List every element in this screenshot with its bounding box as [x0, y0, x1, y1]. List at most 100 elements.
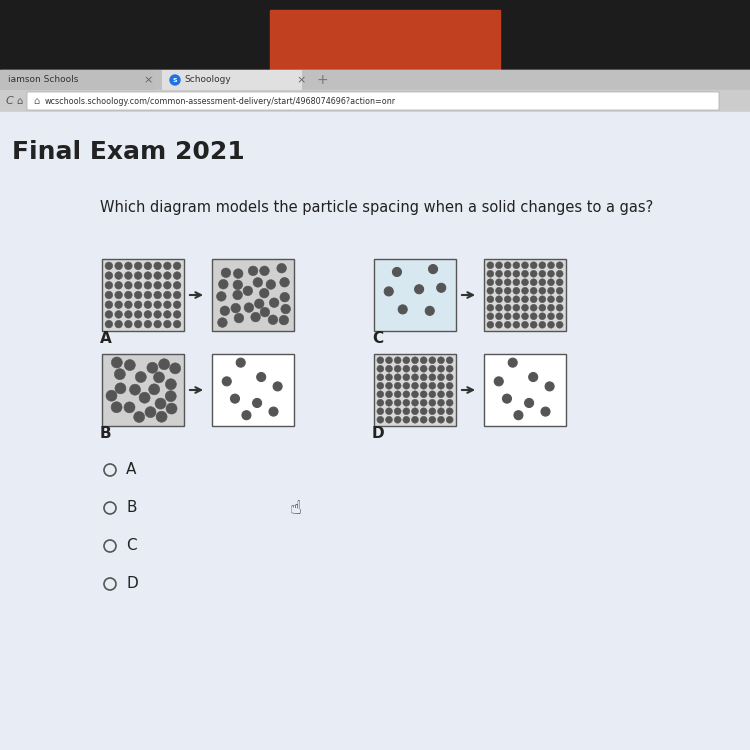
Circle shape	[115, 291, 122, 298]
Circle shape	[539, 262, 546, 268]
Circle shape	[144, 320, 152, 328]
Circle shape	[394, 391, 401, 398]
Circle shape	[105, 301, 112, 308]
Bar	[270, 10, 500, 70]
Circle shape	[429, 357, 436, 364]
Circle shape	[236, 358, 245, 368]
Circle shape	[403, 374, 410, 381]
Text: C: C	[372, 331, 383, 346]
Text: wcschools.schoology.com/common-assessment-delivery/start/4968074696?action=onr: wcschools.schoology.com/common-assessmen…	[45, 97, 396, 106]
Circle shape	[230, 394, 239, 404]
Circle shape	[105, 272, 112, 279]
Circle shape	[403, 365, 410, 372]
Circle shape	[415, 285, 424, 294]
Text: D: D	[126, 577, 138, 592]
Circle shape	[164, 291, 171, 298]
Circle shape	[164, 281, 171, 289]
Circle shape	[115, 320, 122, 328]
Circle shape	[530, 270, 537, 278]
Circle shape	[548, 270, 554, 278]
Circle shape	[144, 310, 152, 318]
Circle shape	[412, 391, 419, 398]
Circle shape	[496, 262, 502, 268]
Circle shape	[377, 365, 384, 372]
Circle shape	[115, 310, 122, 318]
Circle shape	[377, 399, 384, 406]
Circle shape	[233, 268, 243, 278]
Text: ×: ×	[296, 75, 305, 85]
Circle shape	[556, 321, 563, 328]
Circle shape	[539, 321, 546, 328]
Circle shape	[504, 270, 511, 278]
Circle shape	[496, 321, 502, 328]
Circle shape	[134, 310, 142, 318]
Circle shape	[394, 382, 401, 389]
Circle shape	[446, 408, 453, 415]
Bar	[0, 90, 750, 112]
Circle shape	[269, 407, 278, 416]
Text: B: B	[100, 426, 112, 441]
Circle shape	[144, 301, 152, 308]
Circle shape	[412, 382, 419, 389]
Circle shape	[386, 365, 392, 372]
Circle shape	[521, 296, 529, 303]
Circle shape	[115, 262, 122, 270]
Circle shape	[429, 391, 436, 398]
Circle shape	[529, 373, 538, 382]
Text: C: C	[6, 96, 14, 106]
Circle shape	[173, 272, 181, 279]
Circle shape	[248, 266, 258, 276]
Circle shape	[398, 305, 407, 314]
Circle shape	[134, 412, 145, 422]
Circle shape	[521, 270, 529, 278]
Circle shape	[412, 365, 419, 372]
Circle shape	[412, 416, 419, 423]
Bar	[484, 259, 566, 331]
Circle shape	[521, 313, 529, 320]
Circle shape	[548, 321, 554, 328]
Circle shape	[394, 399, 401, 406]
Circle shape	[412, 357, 419, 364]
Circle shape	[266, 280, 276, 290]
Circle shape	[260, 308, 270, 317]
Circle shape	[521, 287, 529, 294]
Text: A: A	[126, 463, 136, 478]
Circle shape	[124, 359, 135, 370]
Circle shape	[496, 279, 502, 286]
Circle shape	[514, 411, 523, 420]
Circle shape	[260, 266, 269, 275]
Circle shape	[144, 281, 152, 289]
Circle shape	[231, 303, 241, 313]
Text: ×: ×	[143, 75, 152, 85]
Circle shape	[173, 310, 181, 318]
Circle shape	[530, 296, 537, 303]
Text: D: D	[372, 426, 385, 441]
Circle shape	[513, 270, 520, 278]
Circle shape	[539, 296, 546, 303]
Circle shape	[403, 399, 410, 406]
Circle shape	[251, 312, 260, 322]
Text: Which diagram models the particle spacing when a solid changes to a gas?: Which diagram models the particle spacin…	[100, 200, 653, 215]
Circle shape	[429, 382, 436, 389]
Circle shape	[111, 357, 122, 368]
Circle shape	[420, 399, 427, 406]
Circle shape	[166, 379, 176, 390]
Circle shape	[504, 262, 511, 268]
Circle shape	[164, 301, 171, 308]
Circle shape	[437, 399, 445, 406]
Text: C: C	[126, 538, 136, 554]
Circle shape	[134, 272, 142, 279]
Circle shape	[105, 262, 112, 270]
Circle shape	[437, 374, 445, 381]
Circle shape	[429, 399, 436, 406]
Circle shape	[386, 391, 392, 398]
Circle shape	[548, 262, 554, 268]
Circle shape	[437, 365, 445, 372]
Circle shape	[496, 296, 502, 303]
Circle shape	[173, 320, 181, 328]
Circle shape	[173, 281, 181, 289]
Circle shape	[503, 394, 512, 404]
Circle shape	[135, 371, 146, 382]
Text: B: B	[126, 500, 136, 515]
Circle shape	[156, 411, 167, 422]
